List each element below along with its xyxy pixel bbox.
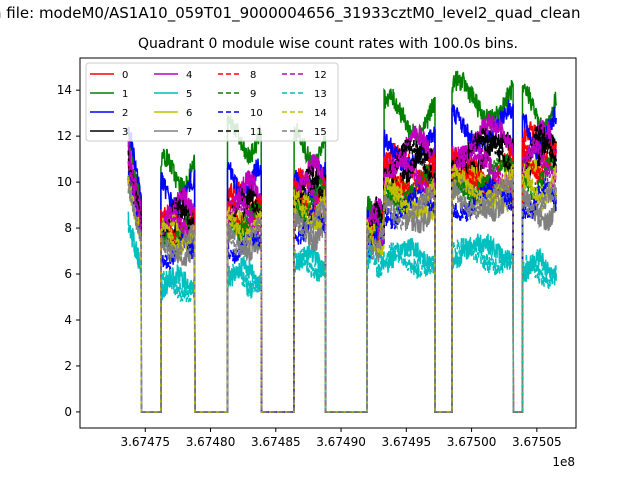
series-line-5 — [127, 211, 557, 413]
legend-label: 4 — [186, 70, 192, 81]
legend-label: 14 — [314, 108, 327, 119]
x-tick-label: 3.67475 — [120, 435, 170, 449]
x-tick-label: 3.67480 — [186, 435, 236, 449]
legend-label: 1 — [122, 89, 128, 100]
y-tick-label: 14 — [57, 83, 72, 97]
legend-label: 2 — [122, 108, 128, 119]
y-tick-label: 2 — [64, 359, 72, 373]
y-tick-label: 6 — [64, 267, 72, 281]
x-tick-label: 3.67485 — [251, 435, 301, 449]
y-axis: 0 2 4 6 8 10 12 14 — [57, 83, 80, 419]
legend-box — [85, 62, 339, 142]
x-axis: 3.67475 3.67480 3.67485 3.67490 3.67495 3.675… — [120, 428, 562, 449]
legend-label: 11 — [250, 127, 263, 138]
legend-label: 3 — [122, 127, 128, 138]
y-tick-label: 12 — [57, 129, 72, 143]
legend-label: 7 — [186, 127, 192, 138]
legend-label: 15 — [314, 127, 327, 138]
x-offset-text: 1e8 — [552, 455, 575, 469]
series-line-15 — [127, 176, 557, 413]
y-tick-label: 4 — [64, 313, 72, 327]
y-tick-label: 0 — [64, 405, 72, 419]
series-layer — [127, 70, 557, 413]
figure-suptitle: n file: modeM0/AS1A10_059T01_9000004656_… — [0, 4, 581, 22]
series-line-13 — [127, 219, 557, 413]
x-tick-label: 3.67500 — [447, 435, 497, 449]
axes-title: Quadrant 0 module wise count rates with … — [138, 36, 518, 52]
legend-label: 12 — [314, 70, 327, 81]
series-line-2 — [127, 99, 557, 413]
legend-label: 13 — [314, 89, 327, 100]
legend-label: 6 — [186, 108, 192, 119]
x-tick-label: 3.67495 — [382, 435, 432, 449]
series-line-8 — [127, 137, 557, 413]
series-line-1 — [127, 70, 557, 413]
x-tick-label: 3.67505 — [512, 435, 562, 449]
y-tick-label: 10 — [57, 175, 72, 189]
x-tick-label: 3.67490 — [316, 435, 366, 449]
legend-label: 9 — [250, 89, 256, 100]
legend-label: 10 — [250, 108, 263, 119]
y-tick-label: 8 — [64, 221, 72, 235]
legend-label: 5 — [186, 89, 192, 100]
legend-label: 0 — [122, 70, 128, 81]
series-line-14 — [127, 163, 557, 413]
plot-frame — [79, 57, 577, 429]
legend-label: 8 — [250, 70, 256, 81]
